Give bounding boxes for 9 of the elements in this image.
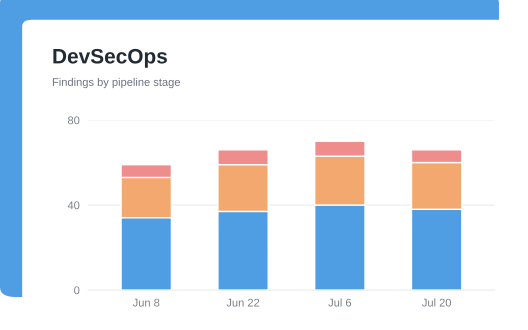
chart-title: DevSecOps (53, 48, 167, 68)
chart-subtitle: Findings by pipeline stage (52, 78, 180, 88)
y-tick-label: 40 (68, 201, 80, 210)
x-tick-label: Jun 22 (226, 298, 260, 307)
x-tick-label: Jul 20 (422, 298, 452, 307)
y-tick-label: 80 (68, 116, 80, 124)
x-tick-label: Jun 8 (132, 298, 160, 307)
y-tick-label: 0 (74, 286, 80, 294)
x-tick-label: Jul 6 (328, 298, 352, 307)
